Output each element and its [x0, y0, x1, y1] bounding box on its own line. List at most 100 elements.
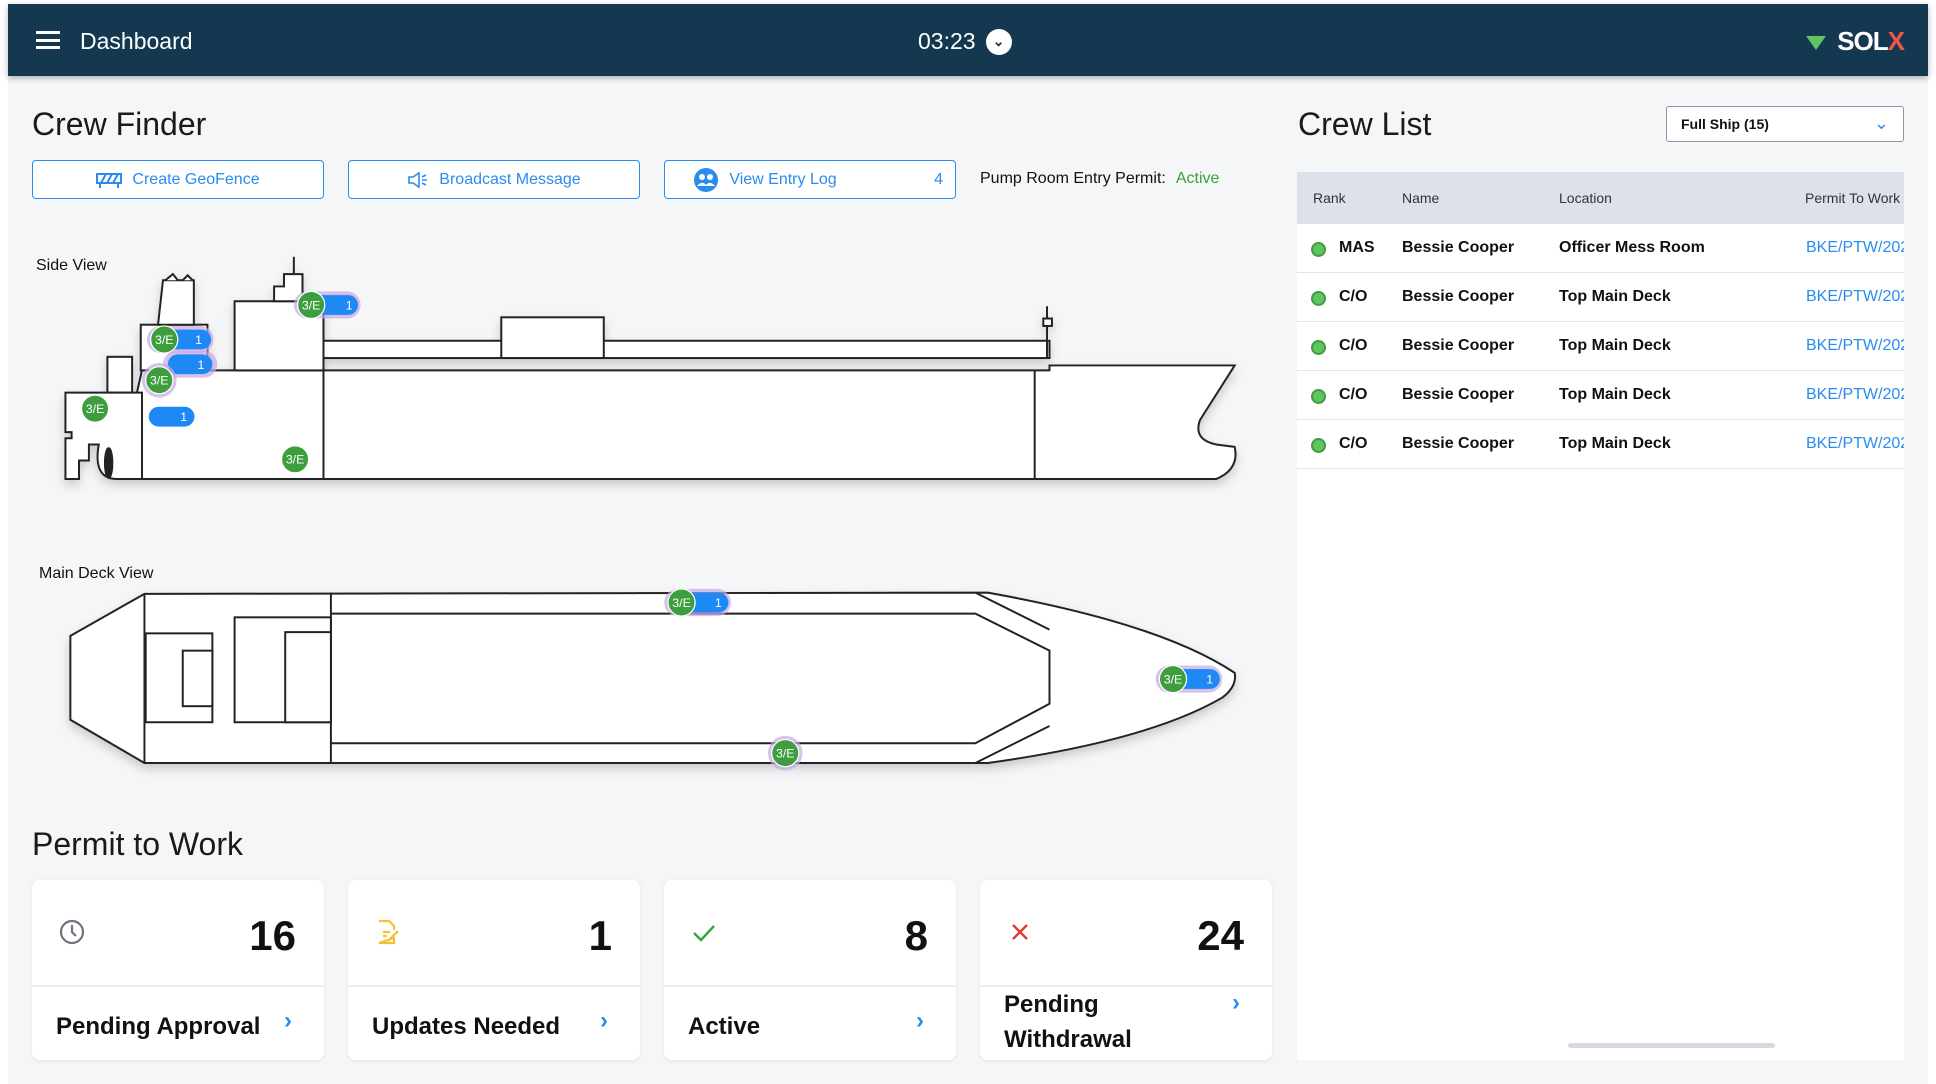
svg-text:3/E: 3/E [155, 333, 174, 347]
clock-time: 03:23 [918, 28, 976, 54]
close-icon [1006, 918, 1034, 953]
permit-label: Active [688, 1013, 761, 1040]
table-row[interactable]: C/O Bessie Cooper Top Main Deck BKE/PTW/… [1297, 273, 1904, 322]
main-deck-view-label: Main Deck View [39, 565, 154, 582]
side-view-ship [64, 256, 1237, 481]
permit-link[interactable]: BKE/PTW/202 [1806, 337, 1904, 354]
crew-location: Top Main Deck [1559, 435, 1671, 452]
svg-text:1: 1 [1206, 672, 1213, 686]
crew-name: Bessie Cooper [1402, 386, 1515, 403]
geofence-icon [96, 172, 123, 188]
view-entry-log-button[interactable]: View Entry Log 4 [664, 160, 956, 199]
svg-text:1: 1 [195, 333, 202, 347]
clock-dropdown[interactable]: 03:23 ⌄ [918, 28, 1012, 55]
svg-text:3/E: 3/E [286, 453, 305, 467]
permit-card-updates-needed[interactable]: 1 Updates Needed › [348, 880, 640, 1060]
crew-rank: C/O [1339, 386, 1368, 403]
permit-link[interactable]: BKE/PTW/202 [1806, 239, 1904, 256]
solx-logo: SOLX [1805, 26, 1905, 57]
clock-icon [58, 918, 86, 953]
side-view-label: Side View [36, 257, 107, 274]
crew-marker[interactable]: 3/E [767, 735, 803, 771]
svg-text:1: 1 [198, 358, 205, 372]
permit-label: Updates Needed [372, 1013, 561, 1040]
permit-link[interactable]: BKE/PTW/202 [1806, 435, 1904, 452]
crew-rank: MAS [1339, 239, 1375, 256]
crew-marker[interactable]: 3/E [80, 394, 110, 423]
permit-card-pending-approval[interactable]: 16 Pending Approval › [32, 880, 324, 1060]
crew-filter-dropdown[interactable]: Full Ship (15) ⌄ [1666, 106, 1904, 142]
crew-location: Top Main Deck [1559, 337, 1671, 354]
table-row[interactable]: C/O Bessie Cooper Top Main Deck BKE/PTW/… [1297, 371, 1904, 420]
column-name[interactable]: Name [1402, 190, 1440, 206]
crew-finder-title: Crew Finder [32, 106, 207, 142]
crew-name: Bessie Cooper [1402, 337, 1515, 354]
crew-location: Top Main Deck [1559, 288, 1671, 305]
crew-marker[interactable]: 3/E [141, 362, 177, 398]
crew-rank: C/O [1339, 337, 1368, 354]
column-location[interactable]: Location [1559, 190, 1612, 206]
location-pin-icon [1806, 35, 1827, 50]
crew-name: Bessie Cooper [1402, 288, 1515, 305]
app-title: Dashboard [80, 28, 193, 54]
svg-text:3/E: 3/E [672, 596, 691, 610]
table-row[interactable]: MAS Bessie Cooper Officer Mess Room BKE/… [1297, 224, 1904, 273]
geofence-count-marker[interactable]: 1 [147, 405, 196, 428]
chevron-right-icon[interactable]: › [284, 1007, 292, 1034]
permit-link[interactable]: BKE/PTW/202 [1806, 288, 1904, 305]
crew-marker-group[interactable]: 3/E 1 [293, 290, 362, 320]
crew-list-title: Crew List [1298, 106, 1432, 142]
svg-text:3/E: 3/E [302, 298, 321, 312]
crew-name: Bessie Cooper [1402, 435, 1515, 452]
pump-room-label: Pump Room Entry Permit: [980, 170, 1166, 187]
permit-label: Pending Withdrawal [1004, 991, 1132, 1053]
permit-link[interactable]: BKE/PTW/202 [1806, 386, 1904, 403]
chevron-right-icon[interactable]: › [1232, 989, 1240, 1016]
online-status-icon [1311, 438, 1326, 453]
crew-marker[interactable]: 3/E [280, 445, 310, 474]
permit-count: 8 [904, 912, 928, 959]
chevron-right-icon[interactable]: › [600, 1007, 608, 1034]
people-icon [694, 167, 719, 192]
svg-text:3/E: 3/E [776, 746, 795, 760]
broadcast-message-label: Broadcast Message [439, 170, 581, 188]
menu-icon[interactable] [36, 31, 60, 49]
check-icon [690, 918, 718, 953]
chevron-right-icon[interactable]: › [916, 1007, 924, 1034]
svg-text:1: 1 [346, 298, 353, 312]
create-geofence-label: Create GeoFence [132, 170, 260, 188]
megaphone-icon [408, 171, 428, 188]
column-rank[interactable]: Rank [1313, 190, 1346, 206]
crew-rank: C/O [1339, 288, 1368, 305]
crew-rank: C/O [1339, 435, 1368, 452]
create-geofence-button[interactable]: Create GeoFence [32, 160, 324, 199]
crew-name: Bessie Cooper [1402, 239, 1515, 256]
crew-marker-group[interactable]: 3/E 1 [663, 588, 732, 617]
permit-count: 16 [249, 912, 296, 959]
permit-to-work-title: Permit to Work [32, 826, 243, 862]
document-edit-icon [374, 918, 402, 953]
broadcast-message-button[interactable]: Broadcast Message [348, 160, 640, 199]
permit-label: Pending Approval [56, 1013, 261, 1040]
chevron-down-icon: ⌄ [1873, 113, 1889, 133]
crew-marker-group[interactable]: 3/E 1 [146, 325, 215, 354]
pump-room-permit-status: Pump Room Entry Permit: Active [980, 170, 1219, 188]
table-header: Rank Name Location Permit To Work [1297, 172, 1904, 224]
geofence-count-marker[interactable]: 1 [162, 350, 218, 378]
table-row[interactable]: C/O Bessie Cooper Top Main Deck BKE/PTW/… [1297, 322, 1904, 371]
top-bar: Dashboard 03:23 ⌄ SOLX [8, 4, 1928, 76]
svg-text:1: 1 [715, 596, 722, 610]
view-entry-log-label: View Entry Log [729, 170, 837, 188]
crew-filter-value: Full Ship (15) [1681, 116, 1769, 132]
column-permit[interactable]: Permit To Work [1805, 190, 1901, 206]
crew-list-table: Rank Name Location Permit To Work MAS Be… [1297, 172, 1904, 1060]
crew-location: Top Main Deck [1559, 386, 1671, 403]
permit-card-active[interactable]: 8 Active › [664, 880, 956, 1060]
chevron-down-icon[interactable]: ⌄ [985, 28, 1012, 55]
permit-card-pending-withdrawal[interactable]: 24 Pending Withdrawal › [980, 880, 1272, 1060]
table-row[interactable]: C/O Bessie Cooper Top Main Deck BKE/PTW/… [1297, 420, 1904, 469]
crew-marker-group[interactable]: 3/E 1 [1155, 664, 1223, 694]
online-status-icon [1311, 242, 1326, 257]
horizontal-scrollbar[interactable] [1568, 1043, 1775, 1048]
